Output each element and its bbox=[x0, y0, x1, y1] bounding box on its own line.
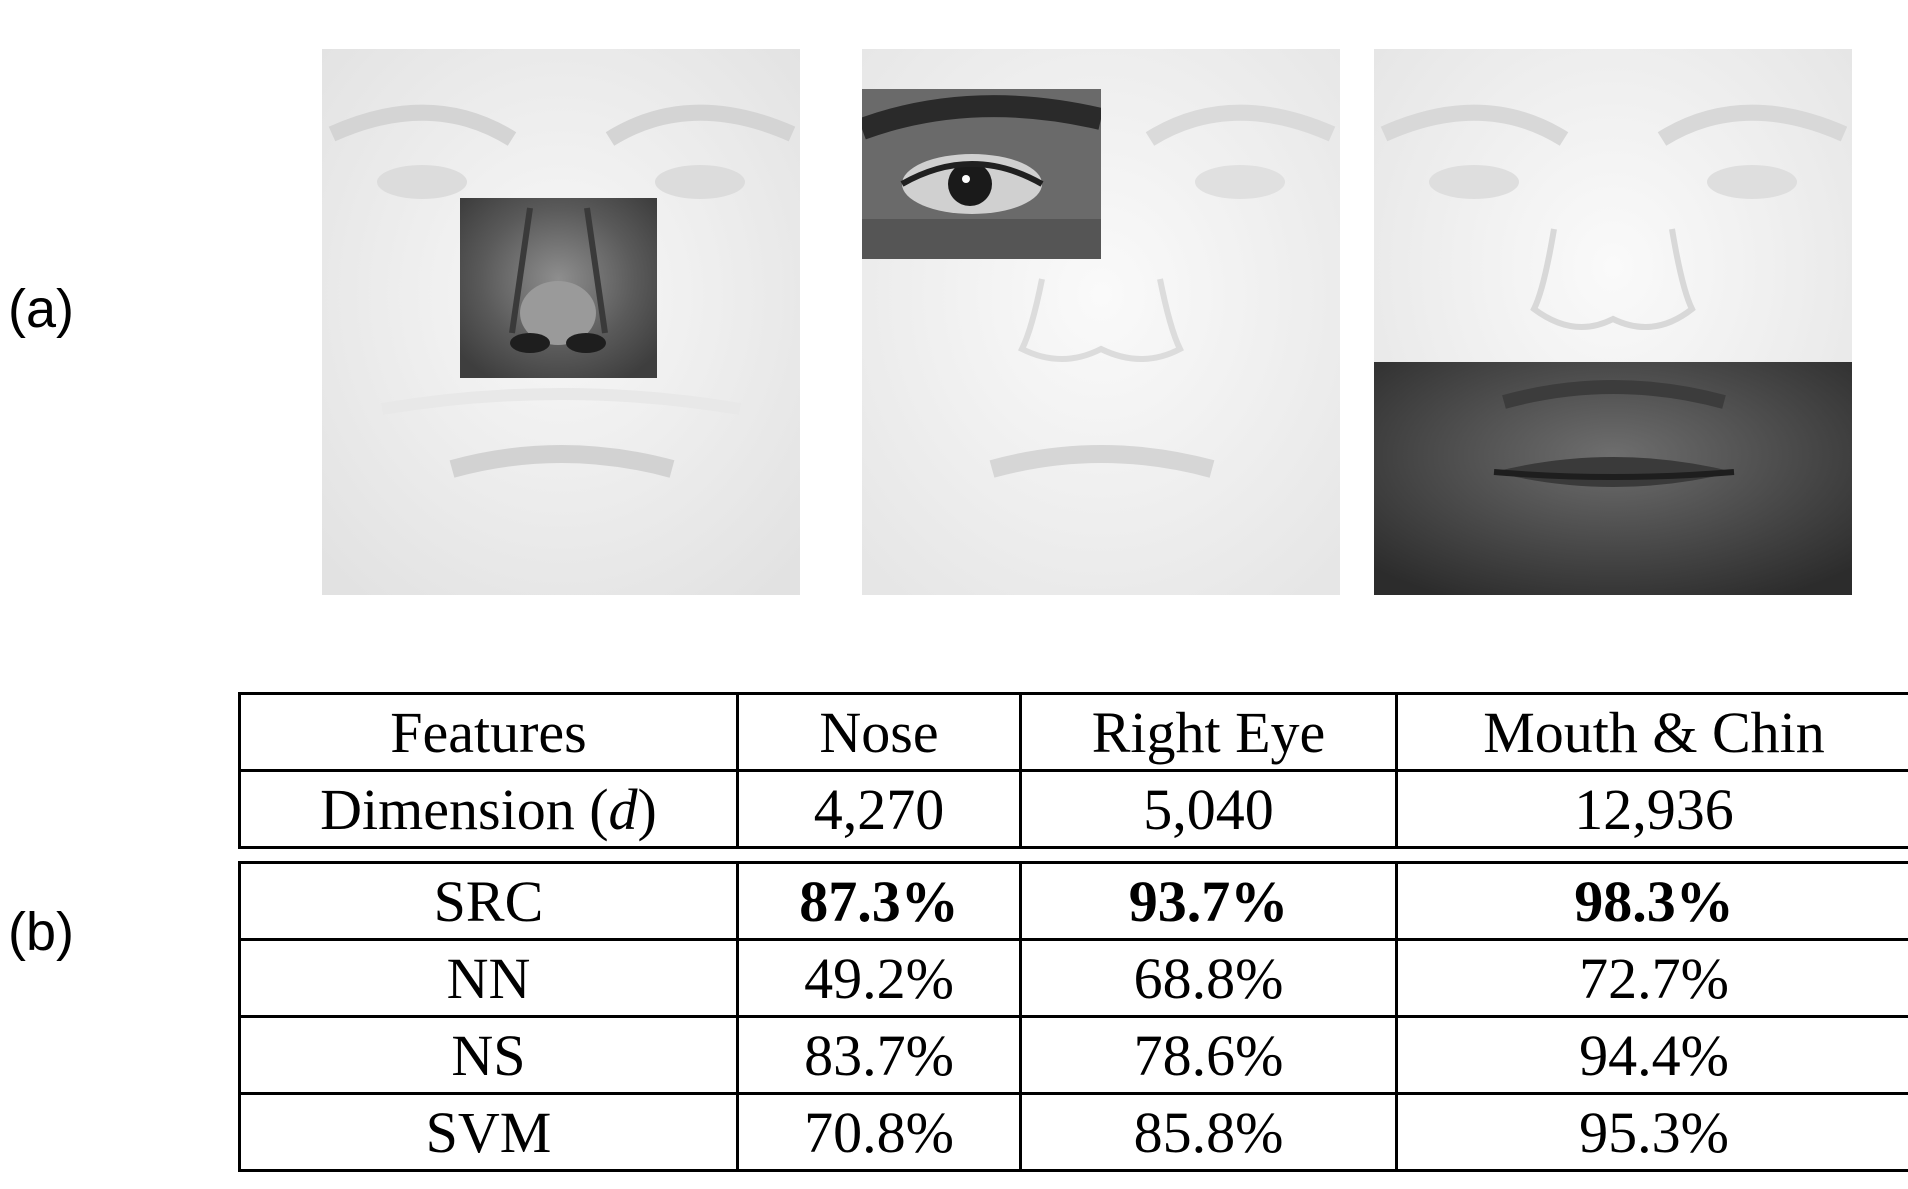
accuracy-cell: 93.7% bbox=[1019, 861, 1398, 941]
faded-face-background bbox=[322, 49, 800, 595]
nose-patch-image bbox=[460, 198, 657, 378]
recognition-results-table: Features Nose Right Eye Mouth & Chin Dim… bbox=[238, 692, 1908, 1172]
accuracy-cell: 87.3% bbox=[736, 861, 1022, 941]
table-separator bbox=[239, 846, 1908, 864]
nose-patch bbox=[460, 198, 657, 378]
header-right-eye: Right Eye bbox=[1019, 692, 1398, 772]
accuracy-cell: 85.8% bbox=[1019, 1092, 1398, 1172]
accuracy-cell: 94.4% bbox=[1395, 1015, 1908, 1095]
dimension-value: 4,270 bbox=[736, 769, 1022, 849]
dimension-value: 5,040 bbox=[1019, 769, 1398, 849]
right-eye-patch-image bbox=[862, 89, 1101, 259]
accuracy-cell: 72.7% bbox=[1395, 938, 1908, 1018]
dimension-label: Dimension (d) bbox=[238, 769, 739, 849]
accuracy-cell: 83.7% bbox=[736, 1015, 1022, 1095]
accuracy-cell: 70.8% bbox=[736, 1092, 1022, 1172]
face-image-mouth-chin-occlusion bbox=[1374, 49, 1852, 595]
accuracy-cell: 95.3% bbox=[1395, 1092, 1908, 1172]
panel-label-a: (a) bbox=[8, 279, 74, 339]
header-nose: Nose bbox=[736, 692, 1022, 772]
panel-label-b: (b) bbox=[8, 902, 74, 962]
dimension-row: Dimension (d) 4,270 5,040 12,936 bbox=[238, 769, 1908, 849]
header-features: Features bbox=[238, 692, 739, 772]
table-row: SRC 87.3% 93.7% 98.3% bbox=[238, 861, 1908, 941]
method-name: NS bbox=[238, 1015, 739, 1095]
method-name: SRC bbox=[238, 861, 739, 941]
right-eye-patch bbox=[862, 89, 1101, 259]
mouth-chin-patch-image bbox=[1374, 362, 1852, 595]
accuracy-cell: 68.8% bbox=[1019, 938, 1398, 1018]
accuracy-cell: 49.2% bbox=[736, 938, 1022, 1018]
mouth-chin-patch bbox=[1374, 362, 1852, 595]
table-header-row: Features Nose Right Eye Mouth & Chin bbox=[238, 692, 1908, 772]
table-row: NS 83.7% 78.6% 94.4% bbox=[238, 1015, 1908, 1095]
face-image-eye-occlusion bbox=[862, 49, 1340, 595]
table-row: NN 49.2% 68.8% 72.7% bbox=[238, 938, 1908, 1018]
accuracy-cell: 98.3% bbox=[1395, 861, 1908, 941]
accuracy-cell: 78.6% bbox=[1019, 1015, 1398, 1095]
face-image-nose-occlusion bbox=[322, 49, 800, 595]
dimension-value: 12,936 bbox=[1395, 769, 1908, 849]
table-row: SVM 70.8% 85.8% 95.3% bbox=[238, 1092, 1908, 1172]
header-mouth-chin: Mouth & Chin bbox=[1395, 692, 1908, 772]
method-name: NN bbox=[238, 938, 739, 1018]
method-name: SVM bbox=[238, 1092, 739, 1172]
